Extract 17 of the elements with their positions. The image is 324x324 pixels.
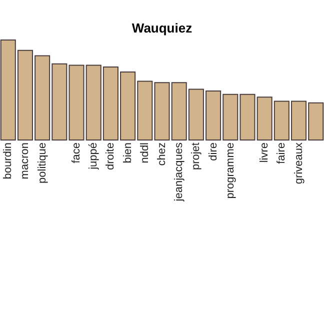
x-tick-label: droite [104,142,117,170]
x-tick-label: nddl [138,142,151,164]
x-tick-label: livre [258,142,271,163]
x-tick-label: juppé [88,142,100,170]
x-tick-label: chez [156,142,168,166]
x-tick-label: bien [122,142,134,164]
x-tick-label: faire [276,142,288,164]
x-tick-label: macron [19,142,32,180]
x-tick-label: programme [224,142,236,199]
x-tick-label: projet [190,142,202,170]
x-tick-label: face [70,142,83,164]
x-tick-label: dire [207,142,220,161]
x-tick-label: bourdin [2,142,14,180]
x-tick-label: griveaux [292,142,305,184]
x-tick-label: jeanjacques [173,142,186,202]
x-tick-label: politique [36,142,48,184]
chart-title: Wauquiez [132,20,193,36]
